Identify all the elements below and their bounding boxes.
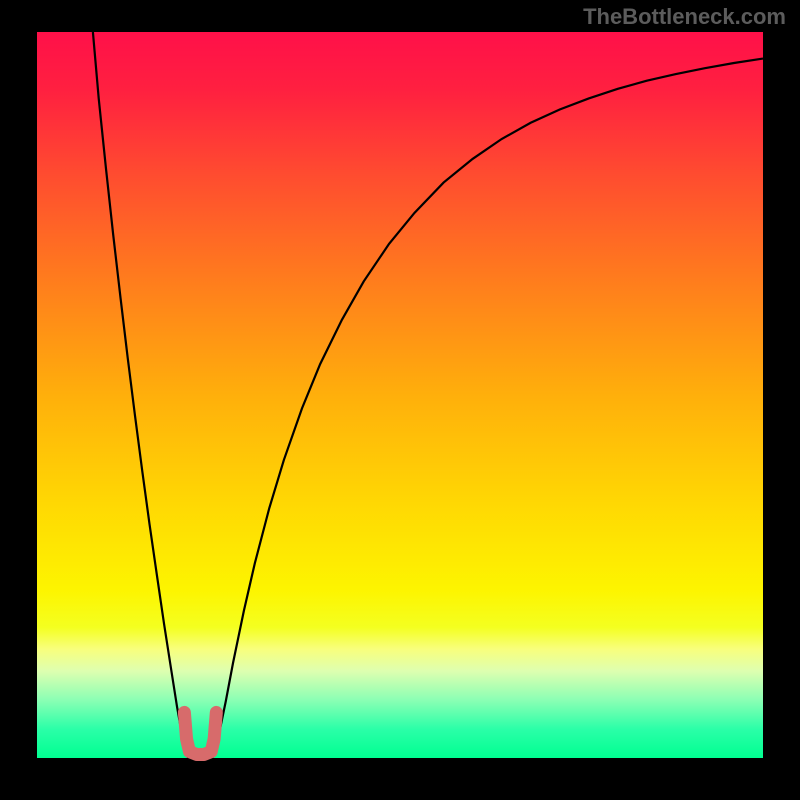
chart-curve-layer	[37, 32, 763, 770]
chart-plot-area	[37, 32, 763, 770]
bottleneck-curve	[93, 32, 763, 761]
watermark-text: TheBottleneck.com	[583, 4, 786, 30]
optimal-range-marker	[184, 712, 216, 754]
